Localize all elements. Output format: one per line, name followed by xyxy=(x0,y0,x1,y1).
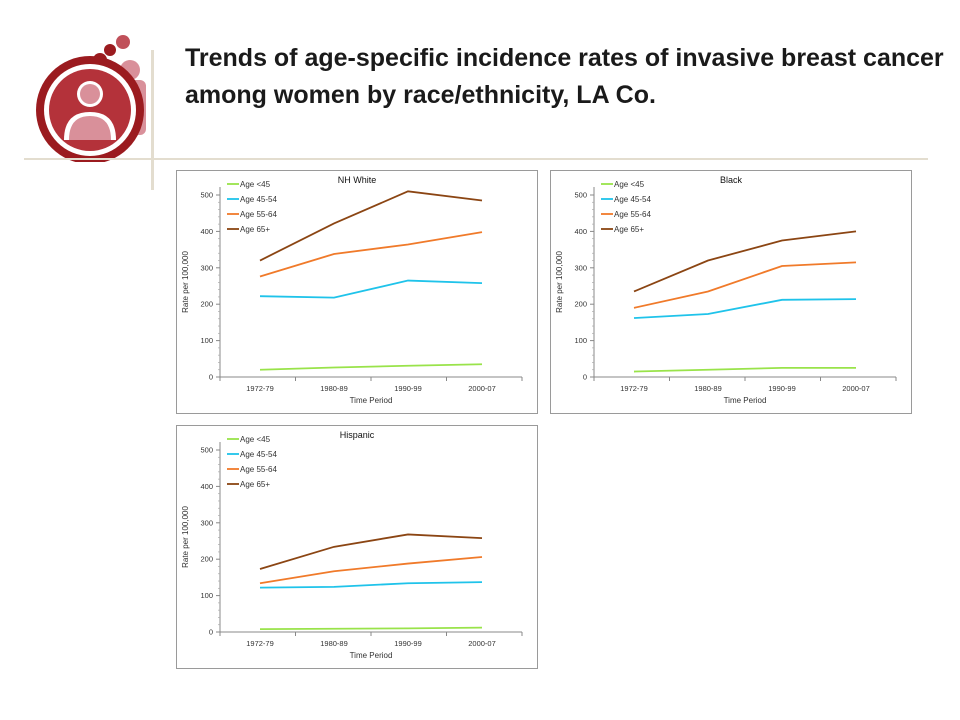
series-line xyxy=(633,366,856,373)
x-tick-label: 1972-79 xyxy=(246,639,274,648)
series-line xyxy=(259,581,483,589)
x-tick-label: 1990-99 xyxy=(768,384,796,393)
chart-title: Black xyxy=(720,175,743,185)
y-tick-label: 0 xyxy=(209,628,213,637)
y-tick-label: 0 xyxy=(583,373,587,382)
y-tick-label: 200 xyxy=(200,555,213,564)
series-line xyxy=(259,533,483,570)
legend-label: Age 55-64 xyxy=(614,210,651,219)
chart-svg: 0 100 200 300 400 500 1972-79 1980-89 1990-99 200… xyxy=(181,175,523,405)
y-tick-label: 400 xyxy=(574,227,587,236)
y-tick-label: 400 xyxy=(200,482,213,491)
legend-label: Age <45 xyxy=(240,435,271,444)
y-axis-label: Rate per 100,000 xyxy=(181,251,190,313)
chart-title: NH White xyxy=(338,175,377,185)
legend-label: Age 65+ xyxy=(240,480,270,489)
series-line xyxy=(633,230,857,293)
logo-person-face xyxy=(80,84,100,104)
series-line xyxy=(633,298,857,319)
series-line xyxy=(259,626,483,630)
legend-label: Age 45-54 xyxy=(614,195,651,204)
x-tick-label: 2000-07 xyxy=(468,384,496,393)
x-tick-label: 1972-79 xyxy=(620,384,648,393)
chart-title: Hispanic xyxy=(340,430,375,440)
legend-label: Age 55-64 xyxy=(240,210,277,219)
x-tick-label: 1980-89 xyxy=(320,384,348,393)
series-line xyxy=(259,231,483,278)
legend-label: Age <45 xyxy=(614,180,645,189)
chart-svg: 0 100 200 300 400 500 1972-79 1980-89 1990-99 200… xyxy=(555,175,897,405)
x-tick-label: 2000-07 xyxy=(468,639,496,648)
chart-panel-hispanic: 0 100 200 300 400 500 1972-79 1980-89 1990-99 200… xyxy=(176,425,538,669)
y-tick-label: 100 xyxy=(574,336,587,345)
y-tick-label: 500 xyxy=(200,446,213,455)
y-tick-label: 200 xyxy=(200,300,213,309)
legend-label: Age 65+ xyxy=(240,225,270,234)
series-line xyxy=(259,363,483,371)
y-tick-label: 200 xyxy=(574,300,587,309)
x-tick-label: 2000-07 xyxy=(842,384,870,393)
x-axis-label: Time Period xyxy=(350,396,393,405)
logo-head-small xyxy=(116,35,130,49)
series-line xyxy=(633,261,857,309)
chart-svg: 0 100 200 300 400 500 1972-79 1980-89 1990-99 200… xyxy=(181,430,523,660)
y-tick-label: 100 xyxy=(200,591,213,600)
y-axis-label: Rate per 100,000 xyxy=(555,251,564,313)
series-line xyxy=(259,556,483,585)
x-tick-label: 1990-99 xyxy=(394,384,422,393)
header-horizontal-divider xyxy=(24,158,928,160)
y-tick-label: 300 xyxy=(200,263,213,272)
header-vertical-divider xyxy=(151,50,154,190)
y-tick-label: 100 xyxy=(200,336,213,345)
y-tick-label: 300 xyxy=(574,263,587,272)
x-tick-label: 1980-89 xyxy=(694,384,722,393)
logo-person-torso xyxy=(69,116,111,140)
chart-panel-black: 0 100 200 300 400 500 1972-79 1980-89 1990-99 200… xyxy=(550,170,912,414)
legend-label: Age <45 xyxy=(240,180,271,189)
y-tick-label: 400 xyxy=(200,227,213,236)
x-tick-label: 1990-99 xyxy=(394,639,422,648)
y-tick-label: 500 xyxy=(200,191,213,200)
logo-head-small-2 xyxy=(104,44,116,56)
family-circle-logo-icon xyxy=(36,35,146,162)
y-axis-label: Rate per 100,000 xyxy=(181,506,190,568)
legend-label: Age 45-54 xyxy=(240,450,277,459)
legend-label: Age 45-54 xyxy=(240,195,277,204)
x-axis-label: Time Period xyxy=(350,651,393,660)
legend-label: Age 55-64 xyxy=(240,465,277,474)
chart-panel-nh-white: 0 100 200 300 400 500 1972-79 1980-89 1990-99 200… xyxy=(176,170,538,414)
y-tick-label: 500 xyxy=(574,191,587,200)
y-tick-label: 300 xyxy=(200,518,213,527)
x-axis-label: Time Period xyxy=(724,396,767,405)
series-line xyxy=(259,190,483,262)
x-tick-label: 1980-89 xyxy=(320,639,348,648)
page-title: Trends of age-specific incidence rates o… xyxy=(185,44,944,109)
legend-label: Age 65+ xyxy=(614,225,644,234)
y-tick-label: 0 xyxy=(209,373,213,382)
x-tick-label: 1972-79 xyxy=(246,384,274,393)
series-line xyxy=(259,279,483,299)
